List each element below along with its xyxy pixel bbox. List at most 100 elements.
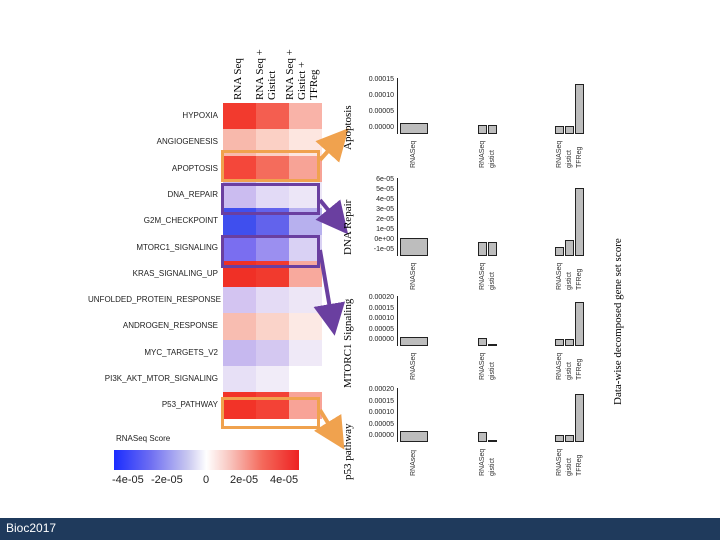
score-bar — [565, 434, 574, 442]
score-bar — [400, 123, 428, 134]
x-tick-label: gistict — [489, 150, 496, 168]
score-bar — [555, 339, 564, 346]
x-tick-label: RNASeq — [556, 140, 563, 168]
heatmap-cell — [223, 313, 256, 341]
score-bar — [488, 241, 497, 256]
y-tick-label: 0.00005 — [368, 420, 394, 428]
score-bar — [575, 302, 584, 346]
x-tick-label: RNASeq — [556, 448, 563, 476]
pathway-label: APOPTOSIS — [171, 163, 218, 173]
pathway-label: HYPOXIA — [182, 111, 218, 120]
heatmap-cell — [223, 339, 256, 367]
score-bar — [400, 337, 428, 346]
score-bar — [575, 187, 584, 256]
score-bar — [478, 432, 487, 442]
heatmap-cell — [289, 103, 322, 130]
pathway-label: ANGIOGENESIS — [156, 137, 218, 147]
x-tick-label: gistict — [489, 458, 496, 476]
color-scale-bar — [114, 450, 299, 470]
y-tick-label: 1e-05 — [376, 226, 394, 233]
heatmap-cell — [256, 287, 289, 315]
scale-tick: 0 — [203, 474, 210, 486]
heatmap-cell — [223, 392, 256, 420]
score-bar — [478, 125, 487, 134]
pathway-label: G2M_CHECKPOINT — [143, 216, 218, 226]
x-tick-label: gistict — [566, 458, 573, 476]
mtorc1-label: MTORC1 Signaling — [342, 298, 354, 388]
x-tick-label: TFReg — [576, 268, 583, 290]
score-bar — [565, 339, 574, 346]
y-tick-label: 0.00010 — [368, 92, 394, 99]
score-bar — [555, 434, 564, 442]
scale-title: RNASeq Score — [116, 434, 171, 443]
heatmap-cell — [256, 103, 289, 130]
footer-label: Bioc2017 — [6, 521, 57, 535]
scale-tick: 2e-05 — [230, 474, 259, 486]
pathway-label: MTORC1_SIGNALING — [136, 242, 218, 252]
pathway-label: MYC_TARGETS_V2 — [144, 347, 218, 357]
apoptosis-highlight — [221, 150, 320, 182]
y-tick-label: 0.00005 — [368, 108, 394, 115]
heatmap-cell — [256, 181, 289, 209]
pathway-label: KRAS_SIGNALING_UP — [132, 268, 218, 278]
pathway-label: UNFOLDED_PROTEIN_RESPONSE — [88, 295, 221, 305]
x-tick-label: RNASeq — [479, 140, 486, 168]
heatmap-cell — [289, 234, 322, 262]
heatmap-cell — [223, 155, 256, 183]
score-bar — [565, 240, 574, 256]
heatmap-cell — [256, 234, 289, 262]
score-bar — [488, 439, 497, 442]
x-tick-label: RNASeq — [479, 352, 486, 380]
y-tick-label: 0.00010 — [368, 315, 394, 322]
score-bar — [565, 126, 574, 134]
y-tick-label: 0.00010 — [368, 409, 394, 416]
x-tick-label: gistict — [566, 272, 573, 290]
y-tick-label: 2e-05 — [376, 216, 394, 223]
score-bar — [575, 84, 584, 134]
dna-repair-highlight — [221, 183, 320, 215]
heatmap-cell — [223, 181, 256, 209]
pathway-label: P53_PATHWAY — [161, 400, 218, 410]
heatmap-cell — [223, 366, 256, 393]
heatmap-cell — [256, 339, 289, 367]
y-tick-label: 5e-05 — [376, 186, 394, 193]
pathway-label: PI3K_AKT_MTOR_SIGNALING — [104, 374, 218, 383]
y-tick-label: 0.00000 — [368, 336, 394, 343]
y-tick-label: 0e+00 — [374, 236, 394, 243]
score-bar — [478, 241, 487, 256]
y-tick-label: -1e-05 — [373, 246, 394, 253]
x-tick-label: gistict — [489, 272, 496, 290]
pathway-label: DNA_REPAIR — [167, 189, 218, 199]
score-bar — [400, 431, 428, 442]
score-bar — [555, 126, 564, 134]
y-tick-label: 0.00015 — [368, 76, 394, 83]
x-tick-label: RNASeq — [410, 140, 417, 168]
y-tick-label: 3e-05 — [376, 206, 394, 213]
heatmap-cell — [256, 313, 289, 341]
x-tick-label: RNASeq — [479, 448, 486, 476]
heatmap-cell — [223, 234, 256, 262]
x-tick-label: RNASeq — [556, 352, 563, 380]
scale-tick: -4e-05 — [112, 474, 144, 486]
score-bar — [575, 394, 584, 442]
heatmap-cell — [289, 339, 322, 367]
x-tick-label: TFReg — [576, 454, 583, 476]
y-tick-label: 0.00000 — [368, 432, 394, 439]
heatmap-cell — [256, 392, 289, 420]
footer-bar — [0, 518, 720, 540]
heatmap-cell — [223, 103, 256, 130]
y-tick-label: 0.00020 — [368, 386, 394, 393]
y-axis — [397, 78, 398, 134]
score-bar — [488, 125, 497, 134]
y-tick-label: 0.00000 — [368, 124, 394, 131]
x-tick-label: RNASeq — [556, 262, 563, 290]
x-tick-label: TFReg — [576, 146, 583, 168]
y-tick-label: 0.00020 — [368, 294, 394, 301]
heatmap-cell — [223, 287, 256, 315]
right-title: Data-wise decomposed gene set score — [612, 238, 624, 405]
x-tick-label: RNASeq — [410, 262, 417, 290]
y-axis — [397, 296, 398, 346]
heatmap-cell — [256, 155, 289, 183]
y-tick-label: 4e-05 — [376, 196, 394, 203]
